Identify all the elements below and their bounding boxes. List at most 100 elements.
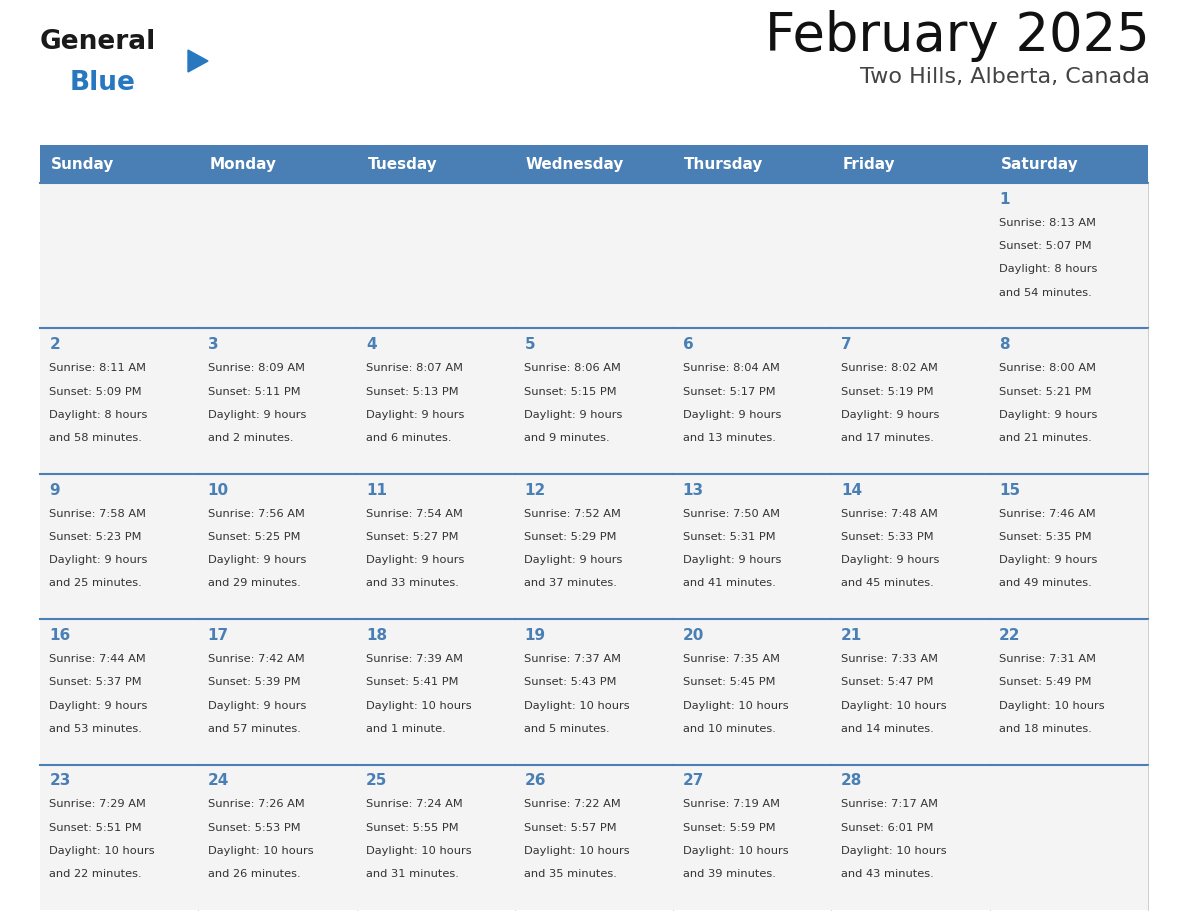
Text: and 1 minute.: and 1 minute. xyxy=(366,724,446,733)
Text: Daylight: 9 hours: Daylight: 9 hours xyxy=(841,555,940,565)
Text: and 18 minutes.: and 18 minutes. xyxy=(999,724,1092,733)
Text: and 9 minutes.: and 9 minutes. xyxy=(524,433,609,443)
Text: Daylight: 9 hours: Daylight: 9 hours xyxy=(208,700,307,711)
Text: Sunset: 5:47 PM: Sunset: 5:47 PM xyxy=(841,677,934,688)
Text: Sunset: 5:51 PM: Sunset: 5:51 PM xyxy=(50,823,143,833)
Text: and 57 minutes.: and 57 minutes. xyxy=(208,724,301,733)
Text: 25: 25 xyxy=(366,773,387,789)
Text: Sunrise: 7:46 AM: Sunrise: 7:46 AM xyxy=(999,509,1097,519)
Text: 2: 2 xyxy=(50,337,61,353)
Text: Daylight: 9 hours: Daylight: 9 hours xyxy=(524,555,623,565)
Text: and 37 minutes.: and 37 minutes. xyxy=(524,578,618,588)
Text: Sunrise: 7:17 AM: Sunrise: 7:17 AM xyxy=(841,800,937,810)
Text: Sunrise: 7:58 AM: Sunrise: 7:58 AM xyxy=(50,509,146,519)
Text: Sunrise: 7:26 AM: Sunrise: 7:26 AM xyxy=(208,800,304,810)
Text: Daylight: 9 hours: Daylight: 9 hours xyxy=(999,555,1098,565)
Text: 19: 19 xyxy=(524,628,545,643)
Text: Daylight: 9 hours: Daylight: 9 hours xyxy=(50,555,147,565)
Text: and 35 minutes.: and 35 minutes. xyxy=(524,869,618,879)
Text: 6: 6 xyxy=(683,337,694,353)
Text: Sunset: 6:01 PM: Sunset: 6:01 PM xyxy=(841,823,934,833)
Text: 27: 27 xyxy=(683,773,704,789)
Text: Sunrise: 7:33 AM: Sunrise: 7:33 AM xyxy=(841,655,937,664)
Text: February 2025: February 2025 xyxy=(765,10,1150,62)
Text: 14: 14 xyxy=(841,483,862,498)
Text: and 43 minutes.: and 43 minutes. xyxy=(841,869,934,879)
Text: and 45 minutes.: and 45 minutes. xyxy=(841,578,934,588)
Text: Sunset: 5:57 PM: Sunset: 5:57 PM xyxy=(524,823,617,833)
Text: Sunset: 5:27 PM: Sunset: 5:27 PM xyxy=(366,532,459,542)
Text: 3: 3 xyxy=(208,337,219,353)
Text: and 53 minutes.: and 53 minutes. xyxy=(50,724,143,733)
Text: Sunrise: 8:07 AM: Sunrise: 8:07 AM xyxy=(366,364,463,374)
Text: and 5 minutes.: and 5 minutes. xyxy=(524,724,609,733)
Text: Sunrise: 7:19 AM: Sunrise: 7:19 AM xyxy=(683,800,779,810)
Text: Daylight: 9 hours: Daylight: 9 hours xyxy=(208,555,307,565)
Text: Daylight: 10 hours: Daylight: 10 hours xyxy=(999,700,1105,711)
Text: Daylight: 10 hours: Daylight: 10 hours xyxy=(683,700,789,711)
Text: Wednesday: Wednesday xyxy=(526,156,625,172)
Text: Sunset: 5:21 PM: Sunset: 5:21 PM xyxy=(999,386,1092,397)
Text: 20: 20 xyxy=(683,628,704,643)
Text: Sunset: 5:59 PM: Sunset: 5:59 PM xyxy=(683,823,776,833)
Text: Sunrise: 8:13 AM: Sunrise: 8:13 AM xyxy=(999,218,1097,228)
Text: and 33 minutes.: and 33 minutes. xyxy=(366,578,459,588)
Text: Sunrise: 7:37 AM: Sunrise: 7:37 AM xyxy=(524,655,621,664)
Text: Sunrise: 8:06 AM: Sunrise: 8:06 AM xyxy=(524,364,621,374)
Text: Daylight: 9 hours: Daylight: 9 hours xyxy=(683,555,781,565)
Text: 4: 4 xyxy=(366,337,377,353)
Text: Daylight: 9 hours: Daylight: 9 hours xyxy=(524,409,623,420)
Text: Sunset: 5:39 PM: Sunset: 5:39 PM xyxy=(208,677,301,688)
Text: General: General xyxy=(40,29,157,55)
Text: Thursday: Thursday xyxy=(684,156,764,172)
Text: Daylight: 10 hours: Daylight: 10 hours xyxy=(524,700,630,711)
Text: Sunset: 5:33 PM: Sunset: 5:33 PM xyxy=(841,532,934,542)
Text: Sunrise: 7:48 AM: Sunrise: 7:48 AM xyxy=(841,509,937,519)
Text: and 21 minutes.: and 21 minutes. xyxy=(999,433,1092,443)
Text: 17: 17 xyxy=(208,628,229,643)
Text: Two Hills, Alberta, Canada: Two Hills, Alberta, Canada xyxy=(860,67,1150,87)
Text: Sunset: 5:07 PM: Sunset: 5:07 PM xyxy=(999,241,1092,252)
Text: and 25 minutes.: and 25 minutes. xyxy=(50,578,143,588)
Text: Sunrise: 7:35 AM: Sunrise: 7:35 AM xyxy=(683,655,779,664)
Text: Sunset: 5:55 PM: Sunset: 5:55 PM xyxy=(366,823,459,833)
Text: and 22 minutes.: and 22 minutes. xyxy=(50,869,143,879)
Text: 22: 22 xyxy=(999,628,1020,643)
Text: Sunrise: 8:09 AM: Sunrise: 8:09 AM xyxy=(208,364,305,374)
Text: Daylight: 9 hours: Daylight: 9 hours xyxy=(841,409,940,420)
Text: Sunrise: 7:44 AM: Sunrise: 7:44 AM xyxy=(50,655,146,664)
Text: and 10 minutes.: and 10 minutes. xyxy=(683,724,776,733)
Text: Daylight: 10 hours: Daylight: 10 hours xyxy=(841,700,947,711)
Text: Daylight: 9 hours: Daylight: 9 hours xyxy=(366,555,465,565)
Text: 15: 15 xyxy=(999,483,1020,498)
Text: Sunrise: 7:31 AM: Sunrise: 7:31 AM xyxy=(999,655,1097,664)
Text: 24: 24 xyxy=(208,773,229,789)
Text: 18: 18 xyxy=(366,628,387,643)
Text: Sunset: 5:41 PM: Sunset: 5:41 PM xyxy=(366,677,459,688)
Text: Sunset: 5:25 PM: Sunset: 5:25 PM xyxy=(208,532,301,542)
Text: Daylight: 10 hours: Daylight: 10 hours xyxy=(524,846,630,856)
Text: and 26 minutes.: and 26 minutes. xyxy=(208,869,301,879)
Text: Sunset: 5:17 PM: Sunset: 5:17 PM xyxy=(683,386,776,397)
Text: and 31 minutes.: and 31 minutes. xyxy=(366,869,459,879)
Text: and 49 minutes.: and 49 minutes. xyxy=(999,578,1092,588)
Text: Sunset: 5:37 PM: Sunset: 5:37 PM xyxy=(50,677,143,688)
Text: 16: 16 xyxy=(50,628,71,643)
Text: Sunset: 5:13 PM: Sunset: 5:13 PM xyxy=(366,386,459,397)
Text: Sunrise: 7:52 AM: Sunrise: 7:52 AM xyxy=(524,509,621,519)
Text: Sunset: 5:29 PM: Sunset: 5:29 PM xyxy=(524,532,617,542)
Text: Sunrise: 7:22 AM: Sunrise: 7:22 AM xyxy=(524,800,621,810)
Text: Sunset: 5:15 PM: Sunset: 5:15 PM xyxy=(524,386,617,397)
Text: Daylight: 8 hours: Daylight: 8 hours xyxy=(50,409,147,420)
Text: Sunset: 5:11 PM: Sunset: 5:11 PM xyxy=(208,386,301,397)
Text: Saturday: Saturday xyxy=(1000,156,1079,172)
Text: 8: 8 xyxy=(999,337,1010,353)
Text: and 13 minutes.: and 13 minutes. xyxy=(683,433,776,443)
Text: Sunset: 5:09 PM: Sunset: 5:09 PM xyxy=(50,386,143,397)
Text: and 6 minutes.: and 6 minutes. xyxy=(366,433,451,443)
Text: 9: 9 xyxy=(50,483,61,498)
Text: Tuesday: Tuesday xyxy=(367,156,437,172)
Text: Blue: Blue xyxy=(70,70,135,96)
Text: Daylight: 10 hours: Daylight: 10 hours xyxy=(366,846,472,856)
Text: Sunset: 5:43 PM: Sunset: 5:43 PM xyxy=(524,677,617,688)
